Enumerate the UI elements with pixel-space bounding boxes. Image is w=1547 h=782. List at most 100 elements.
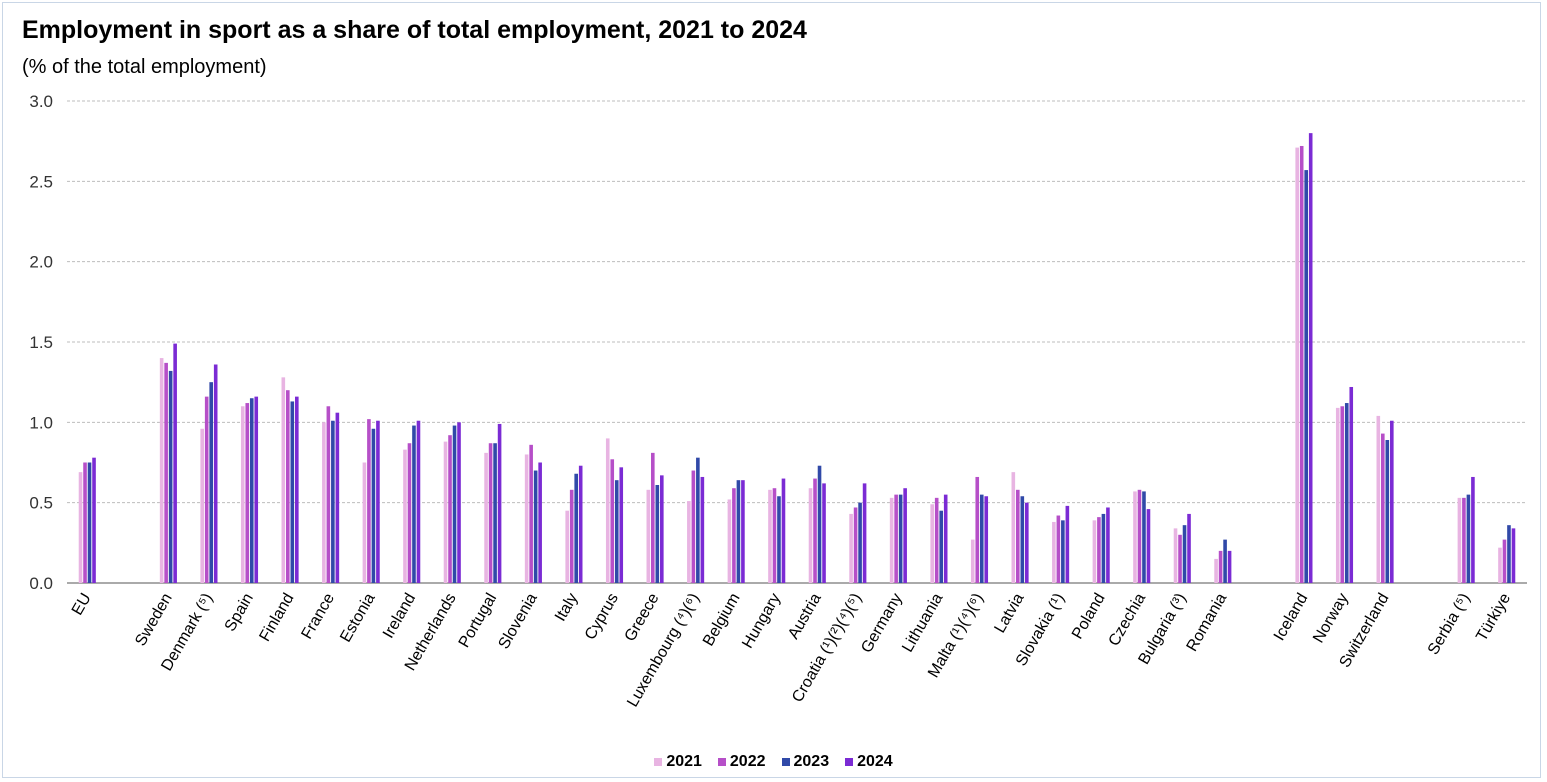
bar	[808, 488, 813, 583]
bar	[862, 483, 867, 583]
bar	[574, 473, 578, 583]
bar	[367, 419, 371, 583]
bar	[326, 406, 331, 583]
x-tick-label: EU	[69, 591, 95, 619]
bar	[295, 396, 299, 583]
bar	[213, 364, 218, 583]
bar	[538, 462, 542, 583]
chart-legend: 2021 2022 2023 2024	[0, 753, 1547, 771]
x-tick-label: Romania	[1184, 590, 1231, 654]
x-tick-label: France	[298, 590, 338, 642]
bar	[853, 507, 858, 583]
bar	[87, 462, 92, 583]
bar	[1016, 489, 1020, 583]
bar	[1097, 517, 1101, 583]
chart-title: Employment in sport as a share of total …	[22, 16, 807, 44]
bar	[578, 465, 583, 583]
x-tick-label: Serbia (⁵)	[1425, 591, 1474, 658]
x-tick-label: Hungary	[739, 591, 784, 652]
bar	[975, 476, 980, 583]
x-tick-label: Finland	[257, 591, 298, 645]
bar	[903, 488, 907, 583]
bar	[240, 406, 245, 583]
bar	[412, 425, 416, 583]
bar	[930, 504, 934, 583]
x-tick-label: Iceland	[1271, 591, 1312, 644]
bar	[984, 496, 989, 583]
x-tick-label: Spain	[222, 591, 257, 635]
bar	[934, 497, 939, 583]
bar	[245, 403, 250, 583]
bar	[619, 467, 624, 583]
bar	[335, 412, 340, 583]
bar	[736, 480, 741, 583]
bar	[1146, 509, 1151, 583]
bar	[781, 478, 786, 583]
bar	[849, 513, 853, 583]
legend-item: 2021	[654, 753, 702, 771]
x-tick-label: Czechia	[1106, 590, 1150, 649]
bar	[164, 362, 168, 583]
bar	[979, 494, 984, 583]
bar	[159, 358, 164, 583]
bar	[376, 420, 380, 583]
bar	[1304, 170, 1308, 583]
bar	[651, 452, 655, 583]
legend-swatch	[717, 758, 726, 766]
bar	[281, 377, 286, 583]
bar	[497, 423, 502, 583]
bar	[83, 462, 87, 583]
bar	[727, 499, 732, 583]
bar	[249, 398, 254, 583]
bar	[173, 343, 177, 583]
bar	[204, 396, 209, 583]
bar	[1106, 507, 1110, 583]
bar	[1498, 547, 1502, 583]
bar	[362, 462, 367, 583]
bar	[772, 488, 777, 583]
y-tick-label: 3.0	[29, 92, 53, 111]
legend-label: 2021	[666, 753, 702, 770]
bar	[1173, 528, 1178, 583]
bar	[777, 496, 781, 583]
bar	[416, 420, 421, 583]
bar	[524, 454, 529, 583]
bar	[822, 483, 826, 583]
x-tick-label: Italy	[552, 591, 581, 625]
bar	[452, 425, 457, 583]
bar	[655, 484, 660, 583]
y-tick-label: 0.5	[29, 494, 53, 513]
bar	[1349, 386, 1354, 583]
bar	[732, 488, 736, 583]
bar	[700, 476, 705, 583]
bar	[403, 449, 407, 583]
legend-label: 2022	[729, 753, 766, 770]
x-tick-label: Austria	[785, 590, 825, 642]
legend-item: 2023	[781, 753, 829, 771]
bar	[1187, 513, 1191, 583]
bar	[610, 459, 615, 583]
bar	[1344, 403, 1349, 583]
bar	[529, 444, 533, 583]
legend-item: 2022	[717, 753, 766, 771]
bar	[209, 382, 213, 583]
bar	[168, 370, 173, 583]
bar	[1295, 147, 1299, 584]
bar	[254, 396, 259, 583]
bar	[78, 472, 83, 583]
bar	[1466, 494, 1471, 583]
x-tick-label: Ireland	[380, 591, 419, 642]
bar	[687, 501, 691, 583]
x-tick-label: Latvia	[991, 590, 1027, 636]
bar	[1218, 550, 1223, 583]
bar	[614, 480, 619, 583]
bar	[741, 480, 745, 583]
bar	[817, 465, 822, 583]
x-tick-label: Türkiye	[1473, 590, 1514, 644]
x-tick-label: Poland	[1069, 591, 1109, 643]
bar	[1340, 406, 1345, 583]
bar	[1133, 491, 1137, 583]
bar	[1182, 525, 1187, 583]
bar	[457, 422, 461, 583]
bar	[493, 443, 497, 583]
